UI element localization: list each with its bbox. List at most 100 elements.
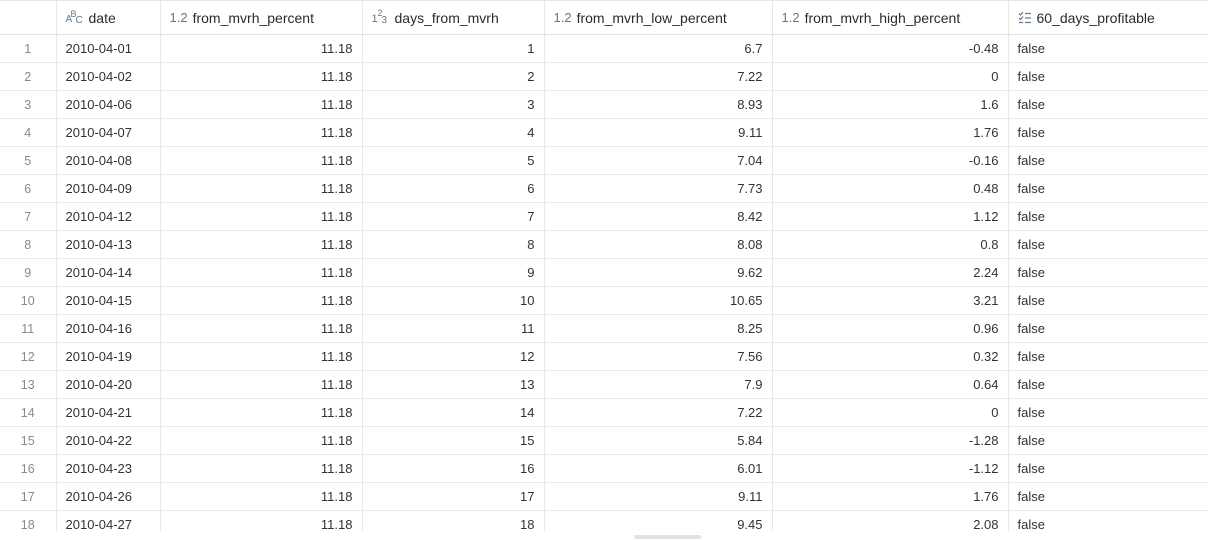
days-from-mvrh-cell[interactable]: 15 (362, 426, 545, 455)
from-mvrh-low-percent-cell[interactable]: 7.56 (544, 342, 773, 371)
from-mvrh-percent-cell[interactable]: 11.18 (160, 202, 363, 231)
from-mvrh-high-percent-cell[interactable]: -0.16 (772, 146, 1009, 175)
from-mvrh-high-percent-cell[interactable]: 0.32 (772, 342, 1009, 371)
from-mvrh-low-percent-cell[interactable]: 6.7 (544, 34, 773, 63)
table-row[interactable]: 16 2010-04-23 11.18 16 6.01 -1.12 false (0, 454, 1208, 483)
from-mvrh-low-percent-cell[interactable]: 8.25 (544, 314, 773, 343)
days-profitable-cell[interactable]: false (1008, 370, 1208, 399)
days-from-mvrh-cell[interactable]: 14 (362, 398, 545, 427)
days-profitable-cell[interactable]: false (1008, 34, 1208, 63)
from-mvrh-percent-cell[interactable]: 11.18 (160, 314, 363, 343)
from-mvrh-high-percent-cell[interactable]: 0.48 (772, 174, 1009, 203)
from-mvrh-high-percent-cell[interactable]: 1.76 (772, 482, 1009, 511)
table-row[interactable]: 9 2010-04-14 11.18 9 9.62 2.24 false (0, 258, 1208, 287)
days-from-mvrh-cell[interactable]: 13 (362, 370, 545, 399)
from-mvrh-percent-cell[interactable]: 11.18 (160, 118, 363, 147)
days-profitable-cell[interactable]: false (1008, 286, 1208, 315)
days-profitable-cell[interactable]: false (1008, 202, 1208, 231)
table-row[interactable]: 8 2010-04-13 11.18 8 8.08 0.8 false (0, 230, 1208, 259)
from-mvrh-percent-cell[interactable]: 11.18 (160, 286, 363, 315)
table-row[interactable]: 11 2010-04-16 11.18 11 8.25 0.96 false (0, 314, 1208, 343)
from-mvrh-high-percent-cell[interactable]: 1.6 (772, 90, 1009, 119)
from-mvrh-high-percent-cell[interactable]: 0 (772, 62, 1009, 91)
from-mvrh-high-percent-cell[interactable]: -1.28 (772, 426, 1009, 455)
days-profitable-cell[interactable]: false (1008, 398, 1208, 427)
from-mvrh-low-percent-cell[interactable]: 8.93 (544, 90, 773, 119)
from-mvrh-low-percent-cell[interactable]: 5.84 (544, 426, 773, 455)
from-mvrh-low-percent-cell[interactable]: 8.08 (544, 230, 773, 259)
date-cell[interactable]: 2010-04-16 (56, 314, 161, 343)
days-profitable-cell[interactable]: false (1008, 90, 1208, 119)
from-mvrh-percent-cell[interactable]: 11.18 (160, 34, 363, 63)
from-mvrh-high-percent-cell[interactable]: -1.12 (772, 454, 1009, 483)
from-mvrh-high-percent-cell[interactable]: 2.24 (772, 258, 1009, 287)
days-from-mvrh-cell[interactable]: 8 (362, 230, 545, 259)
from-mvrh-percent-cell[interactable]: 11.18 (160, 370, 363, 399)
table-row[interactable]: 17 2010-04-26 11.18 17 9.11 1.76 false (0, 482, 1208, 511)
from-mvrh-percent-cell[interactable]: 11.18 (160, 454, 363, 483)
days-profitable-cell[interactable]: false (1008, 342, 1208, 371)
from-mvrh-high-percent-cell[interactable]: 0.64 (772, 370, 1009, 399)
date-cell[interactable]: 2010-04-27 (56, 510, 161, 531)
table-row[interactable]: 2 2010-04-02 11.18 2 7.22 0 false (0, 62, 1208, 91)
from-mvrh-low-percent-cell[interactable]: 9.11 (544, 482, 773, 511)
days-profitable-cell[interactable]: false (1008, 426, 1208, 455)
from-mvrh-percent-cell[interactable]: 11.18 (160, 174, 363, 203)
days-profitable-cell[interactable]: false (1008, 510, 1208, 531)
from-mvrh-high-percent-cell[interactable]: 3.21 (772, 286, 1009, 315)
days-from-mvrh-cell[interactable]: 16 (362, 454, 545, 483)
date-cell[interactable]: 2010-04-14 (56, 258, 161, 287)
days-from-mvrh-cell[interactable]: 6 (362, 174, 545, 203)
from-mvrh-percent-cell[interactable]: 11.18 (160, 398, 363, 427)
from-mvrh-percent-cell[interactable]: 11.18 (160, 342, 363, 371)
date-cell[interactable]: 2010-04-09 (56, 174, 161, 203)
table-row[interactable]: 12 2010-04-19 11.18 12 7.56 0.32 false (0, 342, 1208, 371)
date-cell[interactable]: 2010-04-07 (56, 118, 161, 147)
from-mvrh-percent-cell[interactable]: 11.18 (160, 258, 363, 287)
table-row[interactable]: 1 2010-04-01 11.18 1 6.7 -0.48 false (0, 34, 1208, 63)
from-mvrh-percent-cell[interactable]: 11.18 (160, 482, 363, 511)
from-mvrh-high-percent-cell[interactable]: 1.76 (772, 118, 1009, 147)
from-mvrh-low-percent-cell[interactable]: 7.04 (544, 146, 773, 175)
date-cell[interactable]: 2010-04-23 (56, 454, 161, 483)
from-mvrh-percent-cell[interactable]: 11.18 (160, 230, 363, 259)
days-from-mvrh-cell[interactable]: 2 (362, 62, 545, 91)
date-cell[interactable]: 2010-04-21 (56, 398, 161, 427)
from-mvrh-high-percent-cell[interactable]: -0.48 (772, 34, 1009, 63)
date-cell[interactable]: 2010-04-26 (56, 482, 161, 511)
days-from-mvrh-cell[interactable]: 18 (362, 510, 545, 531)
date-cell[interactable]: 2010-04-01 (56, 34, 161, 63)
table-row[interactable]: 4 2010-04-07 11.18 4 9.11 1.76 false (0, 118, 1208, 147)
days-from-mvrh-cell[interactable]: 17 (362, 482, 545, 511)
from-mvrh-high-percent-cell[interactable]: 1.12 (772, 202, 1009, 231)
days-from-mvrh-cell[interactable]: 3 (362, 90, 545, 119)
from-mvrh-low-percent-cell[interactable]: 10.65 (544, 286, 773, 315)
date-cell[interactable]: 2010-04-13 (56, 230, 161, 259)
date-cell[interactable]: 2010-04-19 (56, 342, 161, 371)
from-mvrh-high-percent-cell[interactable]: 0.96 (772, 314, 1009, 343)
from-mvrh-percent-cell[interactable]: 11.18 (160, 146, 363, 175)
days-profitable-cell[interactable]: false (1008, 62, 1208, 91)
days-from-mvrh-cell[interactable]: 9 (362, 258, 545, 287)
date-cell[interactable]: 2010-04-12 (56, 202, 161, 231)
date-cell[interactable]: 2010-04-06 (56, 90, 161, 119)
table-row[interactable]: 15 2010-04-22 11.18 15 5.84 -1.28 false (0, 426, 1208, 455)
days-profitable-cell[interactable]: false (1008, 482, 1208, 511)
table-row[interactable]: 13 2010-04-20 11.18 13 7.9 0.64 false (0, 370, 1208, 399)
table-row[interactable]: 14 2010-04-21 11.18 14 7.22 0 false (0, 398, 1208, 427)
days-from-mvrh-cell[interactable]: 7 (362, 202, 545, 231)
from-mvrh-percent-cell[interactable]: 11.18 (160, 426, 363, 455)
days-from-mvrh-cell[interactable]: 10 (362, 286, 545, 315)
from-mvrh-low-percent-cell[interactable]: 7.22 (544, 62, 773, 91)
horizontal-scrollbar[interactable] (634, 535, 701, 539)
date-cell[interactable]: 2010-04-22 (56, 426, 161, 455)
from-mvrh-high-percent-cell[interactable]: 0 (772, 398, 1009, 427)
from-mvrh-low-percent-cell[interactable]: 9.62 (544, 258, 773, 287)
from-mvrh-low-percent-cell[interactable]: 6.01 (544, 454, 773, 483)
column-header-from-mvrh-percent[interactable]: 1.2 from_mvrh_percent (160, 0, 363, 35)
from-mvrh-low-percent-cell[interactable]: 7.22 (544, 398, 773, 427)
table-row[interactable]: 3 2010-04-06 11.18 3 8.93 1.6 false (0, 90, 1208, 119)
days-profitable-cell[interactable]: false (1008, 454, 1208, 483)
days-from-mvrh-cell[interactable]: 4 (362, 118, 545, 147)
from-mvrh-percent-cell[interactable]: 11.18 (160, 510, 363, 531)
